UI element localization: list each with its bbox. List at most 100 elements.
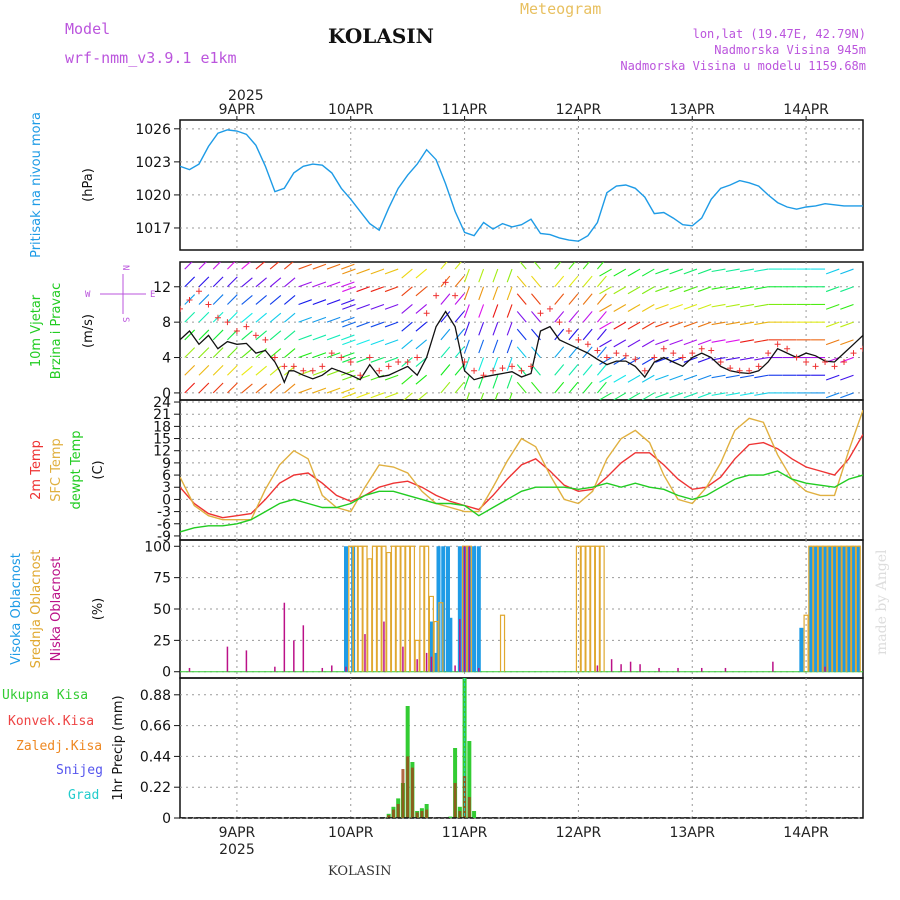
cloud-bar-2-6 bbox=[302, 625, 305, 672]
wind-arrow-114 bbox=[370, 357, 385, 363]
wind-arrow-316 bbox=[725, 321, 740, 326]
wind-arrow-82 bbox=[326, 352, 341, 359]
wind-gust-28 bbox=[442, 279, 449, 286]
cloud-bar-1-5 bbox=[371, 545, 378, 672]
top-date-0: 9APR bbox=[219, 102, 256, 118]
wind-arrow-153 bbox=[454, 364, 465, 376]
wind-gust-40 bbox=[556, 319, 563, 326]
wind-gust-66 bbox=[803, 358, 810, 365]
wind-arrow-186 bbox=[506, 357, 513, 371]
cloud-bar-2-11 bbox=[383, 621, 385, 672]
cloud-bar-2-17 bbox=[459, 619, 461, 672]
wind-arrow-50 bbox=[269, 348, 282, 358]
wind-arrow-95 bbox=[341, 263, 355, 270]
cloud-bar-2-14 bbox=[425, 652, 428, 672]
wind-arrow-27 bbox=[227, 329, 238, 341]
precip-conv-10 bbox=[453, 783, 457, 818]
wind-arrow-234 bbox=[596, 346, 607, 358]
cloud-bar-2-15 bbox=[430, 656, 433, 672]
wind-arrow-46 bbox=[255, 277, 267, 288]
wind-arrow-70 bbox=[298, 281, 312, 288]
top-date-axis: 2025 9APR 10APR 11APR 12APR 13APR 14APR bbox=[219, 88, 829, 120]
precip-conv-1 bbox=[391, 809, 395, 818]
wind-arrow-184 bbox=[508, 392, 513, 400]
wind-arrow-121 bbox=[384, 374, 399, 381]
wind-arrow-295 bbox=[683, 268, 698, 275]
ytick-label-temperature-10: 21 bbox=[153, 407, 171, 423]
wind-arrow-107 bbox=[356, 339, 370, 346]
precip-conv-12 bbox=[463, 776, 467, 818]
wind-arrow-93 bbox=[341, 299, 355, 305]
wind-gust-27 bbox=[433, 292, 440, 299]
wind-arrow-230 bbox=[582, 275, 593, 288]
ytick-label-wind-3: 12 bbox=[153, 280, 171, 296]
wind-arrow-197 bbox=[516, 293, 527, 305]
ytick-label-temperature-11: 24 bbox=[153, 395, 171, 411]
wind-arrow-320 bbox=[740, 392, 755, 396]
wind-compass: N W E S bbox=[85, 265, 155, 322]
wind-gust-41 bbox=[565, 328, 572, 334]
cloud-bar-0-3 bbox=[434, 652, 439, 672]
precip-conv-0 bbox=[387, 815, 391, 818]
wind-arrow-168 bbox=[480, 392, 485, 400]
wind-arrow-245 bbox=[599, 303, 612, 312]
product-title: Meteogram bbox=[520, 0, 601, 18]
panel-marks-precip bbox=[180, 678, 863, 818]
wind-arrow-158 bbox=[454, 275, 465, 288]
wind-arrow-210 bbox=[554, 346, 565, 358]
cloud-bar-2-28 bbox=[700, 667, 703, 672]
legend-zaledj-kisa: Zaledj.Kisa bbox=[16, 739, 102, 754]
wind-arrow-136 bbox=[417, 392, 427, 400]
wind-arrow-206 bbox=[531, 275, 541, 288]
wind-arrow-222 bbox=[568, 275, 579, 288]
wind-gust-4 bbox=[214, 314, 221, 321]
wind-arrow-76 bbox=[312, 316, 327, 323]
wind-arrow-23 bbox=[212, 262, 222, 270]
cloud-bar-1-40 bbox=[855, 545, 861, 672]
cloud-bar-0-19 bbox=[832, 546, 837, 672]
wind-arrow-259 bbox=[627, 339, 641, 348]
wind-arrow-109 bbox=[356, 303, 370, 310]
wind-arrow-30 bbox=[227, 276, 238, 288]
cloud-bar-0-11 bbox=[472, 546, 477, 672]
cloud-bar-2-23 bbox=[620, 664, 622, 672]
legend-grad: Grad bbox=[68, 788, 99, 803]
wind-arrow-319 bbox=[725, 268, 740, 273]
wind-arrow-199 bbox=[519, 262, 527, 270]
precip-legend: Ukupna Kisa Konvek.Kisa Zaledj.Kisa Snij… bbox=[2, 688, 103, 803]
wind-arrow-106 bbox=[356, 357, 370, 363]
wind-arrow-208 bbox=[554, 381, 565, 394]
wind-arrow-52 bbox=[269, 312, 282, 323]
bottom-date-3: 12APR bbox=[556, 825, 602, 841]
ylabel-cloud-0: Visoka Oblacnost bbox=[9, 553, 24, 665]
cloud-bar-2-27 bbox=[677, 667, 679, 672]
wind-arrow-279 bbox=[655, 268, 669, 275]
wind-arrow-78 bbox=[312, 281, 327, 288]
wind-arrow-293 bbox=[683, 303, 698, 310]
wind-arrow-43 bbox=[255, 330, 267, 341]
wind-arrow-74 bbox=[312, 352, 327, 359]
wind-arrow-4 bbox=[184, 311, 196, 323]
ytick-label-pressure-0: 1017 bbox=[135, 221, 171, 237]
wind-arrow-16 bbox=[212, 382, 224, 394]
wind-gust-67 bbox=[812, 363, 819, 370]
wind-arrow-86 bbox=[326, 281, 341, 288]
cloud-bar-1-37 bbox=[841, 545, 847, 672]
wind-arrow-64 bbox=[298, 387, 312, 394]
ytick-label-cloud-0: 0 bbox=[162, 665, 171, 681]
ytick-label-temperature-3: 0 bbox=[162, 492, 171, 508]
wind-arrow-299 bbox=[697, 339, 712, 346]
wind-arrow-14 bbox=[198, 276, 210, 288]
wind-arrow-333 bbox=[754, 303, 769, 308]
wind-arrow-264 bbox=[641, 392, 655, 400]
ytick-label-temperature-8: 15 bbox=[153, 432, 171, 448]
cloud-bar-0-13 bbox=[799, 627, 804, 672]
cloud-bar-0-20 bbox=[837, 546, 842, 672]
wind-arrow-92 bbox=[341, 316, 355, 323]
unit-wind: (m/s) bbox=[81, 314, 96, 348]
wind-arrow-115 bbox=[370, 339, 385, 346]
cloud-bar-1-14 bbox=[414, 639, 420, 672]
wind-arrow-31 bbox=[227, 262, 236, 270]
wind-arrow-240 bbox=[599, 392, 612, 400]
cloud-bar-0-2 bbox=[429, 621, 434, 672]
